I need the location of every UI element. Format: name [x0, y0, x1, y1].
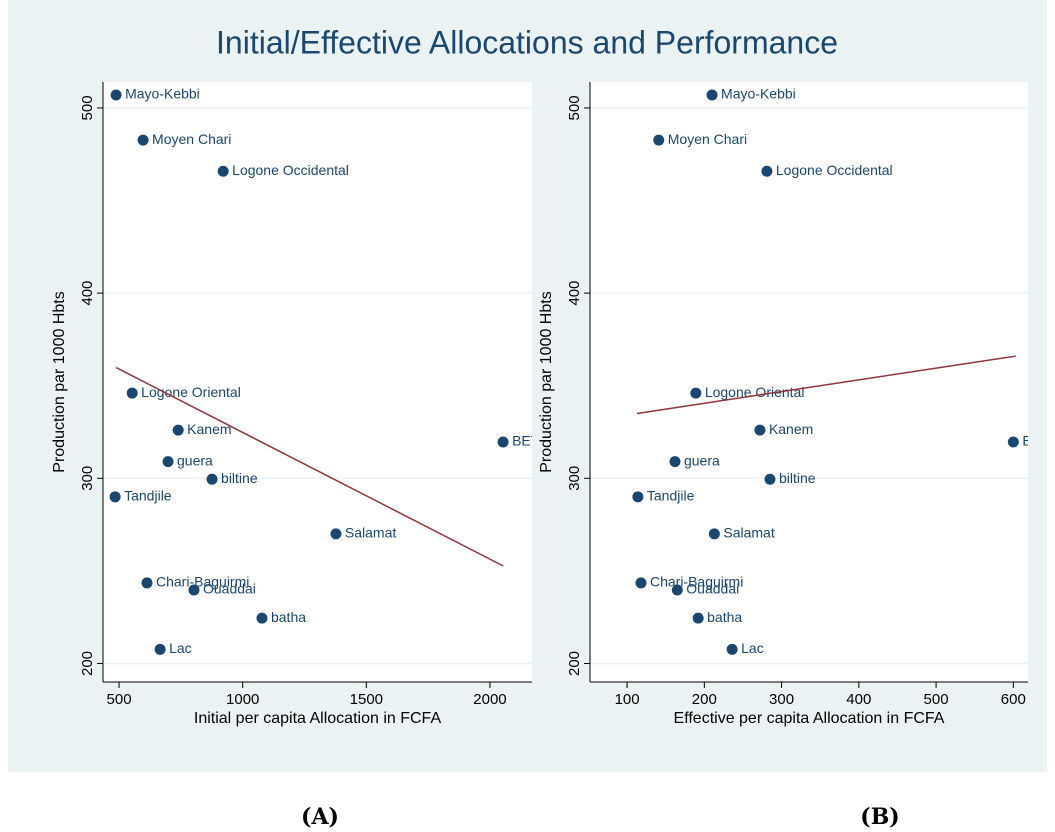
fit-line [115, 366, 504, 567]
point-label: Moyen Chari [668, 131, 747, 147]
chart-title: Initial/Effective Allocations and Perfor… [216, 24, 838, 60]
point-label: BET [1022, 433, 1050, 449]
y-tick-label: 200 [79, 651, 96, 676]
point-label: Chari-Baguirmi [156, 574, 249, 590]
point-label: Lac [169, 640, 192, 656]
point-label: Ouaddai [686, 581, 739, 597]
point [217, 165, 229, 177]
point-label: Tandjile [647, 488, 695, 504]
panel-caption: (A) [301, 804, 339, 830]
x-tick-label: 2000 [473, 691, 506, 708]
point-label: Logone Occidental [232, 162, 349, 178]
point [256, 612, 268, 624]
fit-line [637, 355, 1016, 415]
point [632, 491, 644, 503]
point [761, 165, 773, 177]
point [690, 387, 702, 399]
point-label: Ouaddai [203, 581, 256, 597]
point-label: Tandjile [124, 488, 172, 504]
point [141, 577, 153, 589]
point-label: Logone Oriental [141, 384, 241, 400]
point [726, 643, 738, 655]
x-tick-label: 200 [692, 691, 717, 708]
y-tick-label: 500 [566, 95, 583, 120]
point-label: Mayo-Kebbi [125, 86, 200, 102]
point [708, 528, 720, 540]
point [497, 436, 509, 448]
y-tick-label: 500 [79, 95, 96, 120]
point [206, 473, 218, 485]
point [172, 424, 184, 436]
point-label: Chari-Baguirmi [650, 574, 743, 590]
point [692, 612, 704, 624]
point-label: BET [512, 433, 540, 449]
point-label: guera [684, 452, 720, 468]
point-label: Mayo-Kebbi [721, 86, 796, 102]
point [669, 456, 681, 468]
point [188, 584, 200, 596]
y-axis-title: Production par 1000 Hbts [538, 291, 555, 472]
panel: 200 300 400 500 500 1000 1500 2000 Initial per c… [51, 82, 540, 830]
panel: 200 300 400 500 100 200 300 400 500 600 Effective … [538, 82, 1050, 830]
panel-caption: (B) [860, 804, 899, 830]
point-label: Moyen Chari [152, 131, 231, 147]
y-tick-label: 400 [566, 281, 583, 306]
x-tick-label: 500 [924, 691, 949, 708]
point-label: batha [271, 609, 306, 625]
point [109, 491, 121, 503]
plot-area [590, 82, 1028, 682]
point [635, 577, 647, 589]
point [137, 134, 149, 146]
point [126, 387, 138, 399]
point [154, 643, 166, 655]
point [764, 473, 776, 485]
x-tick-label: 1500 [350, 691, 383, 708]
point-label: Logone Occidental [776, 162, 893, 178]
point [110, 89, 122, 101]
x-tick-label: 400 [846, 691, 871, 708]
x-tick-label: 500 [107, 691, 132, 708]
point-label: biltine [779, 470, 816, 486]
point-label: Salamat [345, 525, 396, 541]
point-label: batha [707, 609, 742, 625]
point-label: biltine [221, 470, 258, 486]
point-label: Kanem [187, 421, 231, 437]
point-label: Logone Oriental [705, 384, 805, 400]
y-axis-title: Production par 1000 Hbts [51, 291, 68, 472]
x-tick-label: 1000 [226, 691, 259, 708]
y-tick-label: 300 [566, 466, 583, 491]
point [162, 456, 174, 468]
point [706, 89, 718, 101]
y-tick-label: 200 [566, 651, 583, 676]
x-axis-title: Initial per capita Allocation in FCFA [194, 710, 442, 727]
x-tick-label: 600 [1001, 691, 1026, 708]
y-tick-label: 300 [79, 466, 96, 491]
point-label: Kanem [769, 421, 813, 437]
point [671, 584, 683, 596]
x-tick-label: 100 [615, 691, 640, 708]
plot-area [103, 82, 532, 682]
point [330, 528, 342, 540]
point-label: guera [177, 452, 213, 468]
point-label: Salamat [723, 525, 774, 541]
x-tick-label: 300 [769, 691, 794, 708]
point [653, 134, 665, 146]
point-label: Lac [741, 640, 764, 656]
y-tick-label: 400 [79, 281, 96, 306]
point [754, 424, 766, 436]
point [1007, 436, 1019, 448]
x-axis-title: Effective per capita Allocation in FCFA [674, 710, 945, 727]
